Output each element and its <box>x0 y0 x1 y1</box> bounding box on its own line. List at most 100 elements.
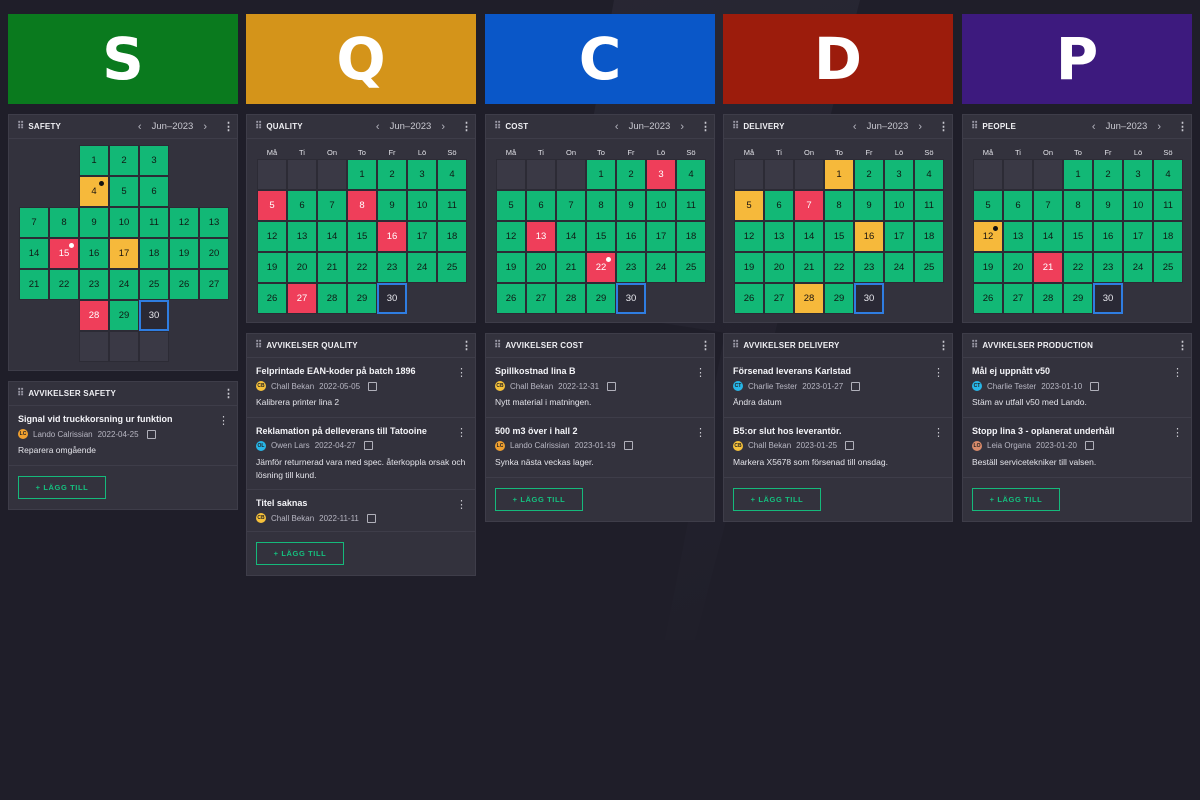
calendar-day[interactable]: 23 <box>616 252 646 283</box>
calendar-day[interactable]: 29 <box>586 283 616 314</box>
drag-handle-icon[interactable]: ⠿ <box>971 121 978 132</box>
calendar-day[interactable]: 20 <box>199 238 229 269</box>
calendar-day[interactable]: 10 <box>646 190 676 221</box>
done-checkbox[interactable] <box>366 513 376 523</box>
add-deviation-button[interactable]: + LÄGG TILL <box>733 487 821 511</box>
calendar-day[interactable]: 17 <box>407 221 437 252</box>
done-checkbox[interactable] <box>851 381 861 391</box>
calendar-day[interactable]: 22 <box>824 252 854 283</box>
calendar-day[interactable]: 21 <box>794 252 824 283</box>
calendar-day[interactable]: 12 <box>973 221 1003 252</box>
drag-handle-icon[interactable]: ⠿ <box>494 121 501 132</box>
add-deviation-button[interactable]: + LÄGG TILL <box>495 487 583 511</box>
calendar-day[interactable]: 27 <box>199 269 229 300</box>
calendar-day[interactable]: 24 <box>884 252 914 283</box>
calendar-day[interactable]: 9 <box>616 190 646 221</box>
calendar-day[interactable]: 13 <box>1003 221 1033 252</box>
chevron-right-icon[interactable]: › <box>1157 120 1161 133</box>
calendar-day[interactable]: 2 <box>1093 159 1123 190</box>
calendar-day[interactable]: 4 <box>79 176 109 207</box>
more-options-icon[interactable]: ⋮ <box>938 121 949 133</box>
drag-handle-icon[interactable]: ⠿ <box>255 340 262 351</box>
calendar-day[interactable]: 1 <box>79 145 109 176</box>
calendar-day[interactable]: 16 <box>377 221 407 252</box>
calendar-day[interactable]: 3 <box>884 159 914 190</box>
calendar-day[interactable]: 28 <box>317 283 347 314</box>
calendar-day[interactable]: 26 <box>257 283 287 314</box>
deviation-item[interactable]: Spillkostnad lina B ⋮ CB Chall Bekan 2022-12… <box>486 358 714 418</box>
chevron-left-icon[interactable]: ‹ <box>852 120 857 133</box>
calendar-day[interactable]: 4 <box>437 159 467 190</box>
calendar-day[interactable]: 8 <box>49 207 79 238</box>
calendar-day[interactable]: 14 <box>317 221 347 252</box>
deviation-item[interactable]: 500 m3 över i hall 2 ⋮ LC Lando Calrissian 2… <box>486 418 714 478</box>
calendar-day[interactable]: 1 <box>347 159 377 190</box>
calendar-day[interactable]: 21 <box>556 252 586 283</box>
calendar-day[interactable]: 18 <box>1153 221 1183 252</box>
calendar-day[interactable]: 21 <box>19 269 49 300</box>
done-checkbox[interactable] <box>845 441 855 451</box>
calendar-day[interactable]: 11 <box>437 190 467 221</box>
calendar-day[interactable]: 30 <box>616 283 646 314</box>
calendar-day[interactable]: 17 <box>109 238 139 269</box>
deviation-item[interactable]: B5:or slut hos leverantör. ⋮ CB Chall Bekan… <box>724 418 952 478</box>
calendar-day[interactable]: 7 <box>556 190 586 221</box>
calendar-day[interactable]: 6 <box>526 190 556 221</box>
calendar-day[interactable]: 11 <box>1153 190 1183 221</box>
calendar-day[interactable]: 25 <box>676 252 706 283</box>
calendar-day[interactable]: 23 <box>377 252 407 283</box>
calendar-day[interactable]: 17 <box>884 221 914 252</box>
calendar-day[interactable]: 19 <box>257 252 287 283</box>
deviation-item[interactable]: Mål ej uppnått v50 ⋮ CT Charlie Tester 2023-… <box>963 358 1191 418</box>
banner-people[interactable]: P <box>962 14 1192 104</box>
calendar-day[interactable]: 10 <box>109 207 139 238</box>
calendar-day[interactable]: 23 <box>1093 252 1123 283</box>
done-checkbox[interactable] <box>623 441 633 451</box>
calendar-day[interactable]: 14 <box>19 238 49 269</box>
more-options-icon[interactable]: ⋮ <box>218 415 229 427</box>
calendar-day[interactable]: 14 <box>1033 221 1063 252</box>
calendar-day[interactable]: 16 <box>854 221 884 252</box>
calendar-day[interactable]: 8 <box>824 190 854 221</box>
calendar-day[interactable]: 12 <box>496 221 526 252</box>
calendar-day[interactable]: 5 <box>973 190 1003 221</box>
calendar-day[interactable]: 20 <box>1003 252 1033 283</box>
calendar-day[interactable]: 15 <box>49 238 79 269</box>
more-options-icon[interactable]: ⋮ <box>695 367 706 379</box>
chevron-left-icon[interactable]: ‹ <box>614 120 619 133</box>
calendar-day[interactable]: 4 <box>676 159 706 190</box>
chevron-left-icon[interactable]: ‹ <box>137 120 142 133</box>
calendar-day[interactable]: 28 <box>79 300 109 331</box>
calendar-day[interactable]: 11 <box>139 207 169 238</box>
calendar-day[interactable]: 12 <box>257 221 287 252</box>
calendar-day[interactable]: 15 <box>1063 221 1093 252</box>
calendar-day[interactable]: 26 <box>734 283 764 314</box>
calendar-day[interactable]: 6 <box>764 190 794 221</box>
calendar-day[interactable]: 18 <box>437 221 467 252</box>
calendar-day[interactable]: 8 <box>347 190 377 221</box>
calendar-day[interactable]: 14 <box>794 221 824 252</box>
calendar-day[interactable]: 19 <box>169 238 199 269</box>
calendar-day[interactable]: 9 <box>377 190 407 221</box>
calendar-day[interactable]: 28 <box>556 283 586 314</box>
calendar-day[interactable]: 16 <box>616 221 646 252</box>
chevron-right-icon[interactable]: › <box>680 120 684 133</box>
calendar-day[interactable]: 26 <box>973 283 1003 314</box>
calendar-day[interactable]: 30 <box>854 283 884 314</box>
calendar-day[interactable]: 2 <box>854 159 884 190</box>
drag-handle-icon[interactable]: ⠿ <box>17 121 24 132</box>
more-options-icon[interactable]: ⋮ <box>1172 426 1183 439</box>
calendar-day[interactable]: 7 <box>317 190 347 221</box>
calendar-day[interactable]: 2 <box>616 159 646 190</box>
deviation-item[interactable]: Titel saknas ⋮ CB Chall Bekan 2022-11-11 <box>247 490 475 533</box>
more-options-icon[interactable]: ⋮ <box>695 426 706 439</box>
calendar-day[interactable]: 27 <box>287 283 317 314</box>
calendar-day[interactable]: 10 <box>884 190 914 221</box>
add-deviation-button[interactable]: + LÄGG TILL <box>972 487 1060 511</box>
calendar-day[interactable]: 29 <box>347 283 377 314</box>
calendar-day[interactable]: 30 <box>139 300 169 331</box>
calendar-day[interactable]: 7 <box>19 207 49 238</box>
calendar-day[interactable]: 14 <box>556 221 586 252</box>
calendar-day[interactable]: 11 <box>676 190 706 221</box>
chevron-right-icon[interactable]: › <box>203 120 207 133</box>
